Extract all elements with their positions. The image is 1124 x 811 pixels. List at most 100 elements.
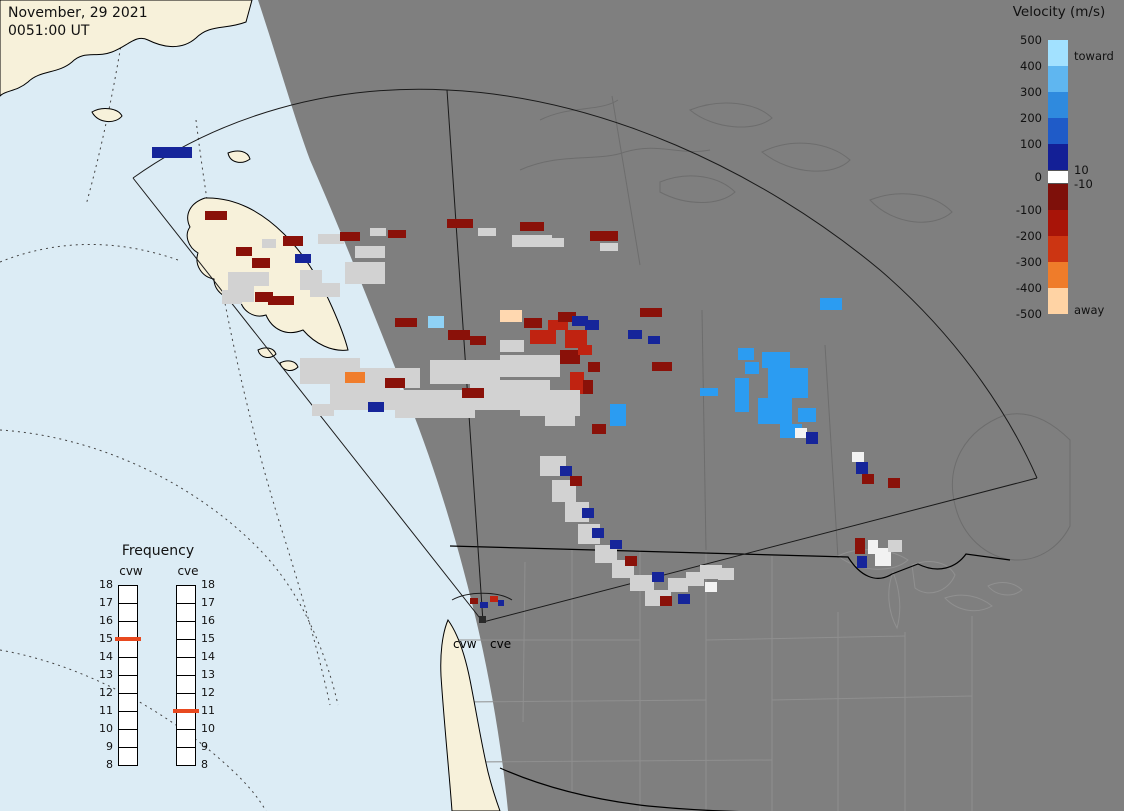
frequency-marker (115, 637, 141, 641)
scatter-cell (310, 283, 340, 297)
frequency-tick-label: 18 (99, 578, 113, 591)
scatter-cell (540, 456, 566, 476)
scatter-cell (500, 355, 560, 377)
state-border (522, 561, 526, 723)
scatter-cell (592, 424, 606, 434)
scatter-cell (548, 320, 568, 330)
scatter-cell (247, 272, 269, 286)
province-border (824, 344, 839, 559)
scatter-cell (565, 330, 587, 348)
scatter-cell (625, 556, 637, 566)
scatter-cell (255, 292, 273, 302)
frequency-tick-label: 15 (99, 632, 113, 645)
colorbar-segment (1048, 210, 1068, 236)
island-outline (689, 102, 773, 128)
scatter-cell (686, 572, 704, 586)
scatter-cell (857, 556, 867, 568)
state-border (467, 759, 773, 763)
state-borders (455, 550, 973, 811)
frequency-tick-label: 17 (99, 596, 113, 609)
scatter-cell (385, 378, 405, 388)
frequency-tick-label: 17 (201, 596, 215, 609)
scatter-cell (558, 312, 576, 322)
frequency-ladder-cell (118, 585, 138, 604)
scatter-cell (462, 388, 484, 398)
scatter-cell (630, 575, 654, 591)
landmass (0, 0, 253, 97)
date-text: November, 29 2021 (8, 5, 148, 21)
fov-left-edge (132, 177, 484, 623)
scatter-cell (152, 147, 192, 158)
colorbar-segment (1048, 288, 1068, 314)
frequency-tick-label: 13 (201, 668, 215, 681)
scatter-cell (500, 310, 522, 322)
frequency-ladder-cell (176, 585, 196, 604)
frequency-ladder-cell (176, 621, 196, 640)
night-region (258, 0, 1124, 811)
frequency-ladder-cell (176, 729, 196, 748)
fov-middle-edge (446, 89, 484, 623)
scatter-cell (600, 243, 618, 251)
frequency-ladder-cell (118, 693, 138, 712)
velocity-legend: Velocity (m/s) 500 400 300 200 100 0 -100 -200 -… (990, 4, 1124, 334)
scatter-cell (762, 352, 790, 368)
scatter-cell (570, 476, 582, 486)
scatter-cell (888, 540, 902, 552)
scatter-cell (570, 372, 584, 394)
velocity-zero-tick: 10 (1074, 163, 1089, 177)
frequency-legend: Frequency cvw 18 17 16 15 14 13 12 11 10 9 8 cve 18 17… (85, 543, 245, 788)
scatter-cell (700, 565, 722, 579)
scatter-cell (252, 258, 270, 268)
scatter-cell (548, 238, 564, 247)
scatter-cell (498, 600, 504, 606)
frequency-ladder-cell (176, 675, 196, 694)
scatter-cell (428, 316, 444, 328)
frequency-tick-label: 10 (201, 722, 215, 735)
frequency-tick-label: 9 (201, 740, 208, 753)
scatter-cell (590, 231, 618, 241)
toward-label: toward (1074, 49, 1114, 63)
scatter-cell (478, 228, 496, 236)
colorbar-segment (1048, 92, 1068, 118)
scatter-cell (628, 330, 642, 339)
scatter-cell (768, 368, 808, 398)
scatter-cell (268, 296, 294, 305)
scatter-cell (578, 345, 592, 355)
state-border (459, 699, 707, 703)
frequency-ladder-cell (118, 747, 138, 766)
scatter-cell (660, 596, 672, 606)
scatter-cell (345, 372, 365, 383)
night-geography (519, 95, 1071, 561)
fov-right-edge (482, 477, 1038, 623)
scatter-cell (806, 432, 818, 444)
scatter-cell (500, 340, 524, 352)
radar-fov-outline (132, 88, 1038, 623)
scatter-cell (340, 232, 360, 241)
frequency-ladder (118, 585, 138, 766)
frequency-tick-label: 16 (99, 614, 113, 627)
south-coastline (499, 767, 739, 811)
frequency-marker (173, 709, 199, 713)
velocity-tick-label: -400 (1015, 281, 1042, 295)
island (91, 108, 123, 122)
island (227, 150, 251, 163)
velocity-zero-tick: -10 (1074, 177, 1093, 191)
frequency-columns: cvw 18 17 16 15 14 13 12 11 10 9 8 cve 18 17 16 15 14 13 12… (85, 543, 245, 788)
colorbar-segment (1048, 236, 1068, 262)
scatter-cell (798, 408, 816, 422)
scatter-cell (222, 290, 242, 304)
scatter-cell (705, 582, 717, 592)
velocity-tick-label: -100 (1015, 203, 1042, 217)
velocity-tick-label: 500 (1020, 33, 1042, 47)
velocity-colorbar (1048, 40, 1068, 314)
timestamp: November, 29 2021 0051:00 UT (8, 5, 148, 40)
frequency-tick-label: 8 (106, 758, 113, 771)
scatter-cell (592, 528, 604, 538)
scatter-cell (388, 230, 406, 238)
scatter-cell (595, 545, 617, 563)
scatter-cell (448, 330, 470, 340)
scatter-cell (395, 390, 475, 418)
graticule-line (195, 119, 331, 706)
frequency-tick-label: 8 (201, 758, 208, 771)
